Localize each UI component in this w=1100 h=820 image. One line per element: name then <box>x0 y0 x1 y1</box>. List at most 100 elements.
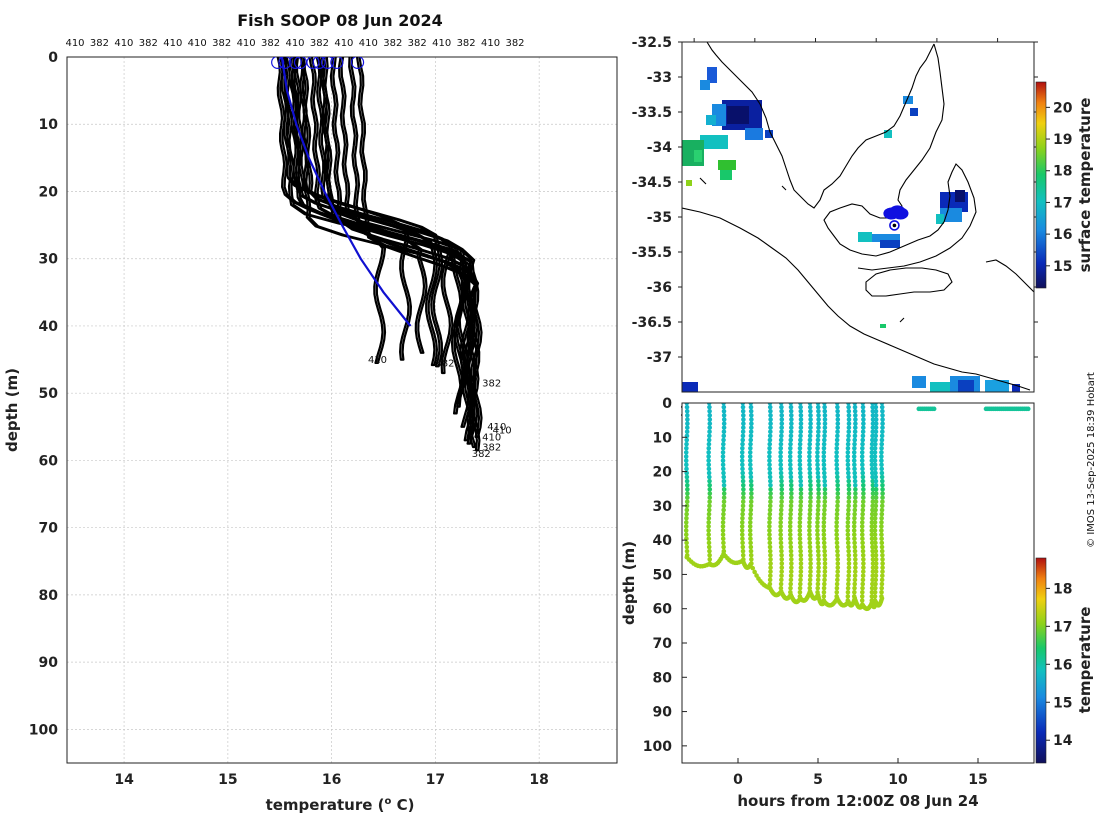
section-dot <box>798 581 803 587</box>
section-dot <box>879 462 884 468</box>
section-dot <box>859 520 865 525</box>
section-dot <box>767 441 773 447</box>
section-dot <box>740 403 746 406</box>
section-dot <box>748 408 754 414</box>
section-dot <box>870 561 876 566</box>
section-dot <box>789 557 794 562</box>
section-dot <box>778 536 784 542</box>
section-dot <box>779 573 784 579</box>
map-ytick-label: -34.5 <box>632 175 672 191</box>
section-dot <box>815 470 821 476</box>
section-dot <box>860 404 866 410</box>
section-dot <box>870 474 875 480</box>
section-dot <box>740 478 746 484</box>
section-dot <box>879 450 884 455</box>
section-dot <box>835 413 841 418</box>
temp-colorbar-ticks: 14 15 16 17 18 <box>1046 581 1073 749</box>
section-dot <box>797 524 803 529</box>
section-dot <box>721 511 726 517</box>
section-dot <box>684 544 690 550</box>
section-dot <box>822 474 827 480</box>
section-ticks: 0 5 10 15 0 10 20 30 40 50 60 70 80 90 100 <box>643 396 988 788</box>
section-dot <box>720 450 726 455</box>
section-dot <box>788 503 794 509</box>
section-dot <box>846 421 852 426</box>
section-dot <box>846 487 852 492</box>
section-dot <box>870 425 876 430</box>
section-dot <box>870 544 875 550</box>
section-dot <box>846 565 852 570</box>
section-dot <box>748 536 753 542</box>
section-dot <box>740 474 746 480</box>
section-dot <box>778 454 783 459</box>
profile-bottom-label: 410 <box>368 355 387 366</box>
section-dot <box>860 507 866 513</box>
section-dot <box>767 511 773 517</box>
section-dot <box>685 491 690 496</box>
section-dot <box>748 561 754 567</box>
section-dot <box>872 515 878 521</box>
section-dot <box>779 487 785 492</box>
section-dot <box>797 441 803 447</box>
section-dot <box>879 404 885 410</box>
section-dot <box>685 487 690 492</box>
section-dot <box>852 581 858 587</box>
section-dot <box>684 425 690 430</box>
section-dot <box>879 441 885 447</box>
section-dot <box>861 421 866 426</box>
section-dot <box>870 404 875 410</box>
section-dot <box>870 478 876 484</box>
section-dot <box>815 536 820 542</box>
section-dot <box>861 561 866 566</box>
section-dot <box>740 482 746 488</box>
section-dot <box>798 552 804 558</box>
section-dot <box>853 495 858 500</box>
section-dot <box>707 552 712 558</box>
section-dot <box>860 429 866 435</box>
section-dot <box>768 487 773 492</box>
profile-top-label: 410 <box>114 38 133 49</box>
profile-bottom-label: 382 <box>435 358 454 369</box>
section-dot <box>880 561 885 566</box>
section-dot <box>873 433 879 439</box>
sst-colorbar-tick-label: 16 <box>1053 227 1072 243</box>
section-dot <box>846 433 851 439</box>
section-dot <box>707 548 712 554</box>
profile-line <box>290 57 438 367</box>
section-dot <box>859 528 865 533</box>
section-dot <box>749 557 754 562</box>
section-dot <box>721 540 726 546</box>
section-dot <box>835 474 840 480</box>
sst-colorbar-tick-label: 15 <box>1053 259 1072 275</box>
section-dot <box>808 408 813 414</box>
section-dot <box>779 569 784 574</box>
section-dot <box>860 462 865 468</box>
section-dot <box>846 437 851 443</box>
section-dot <box>821 454 827 459</box>
section-dot <box>768 429 773 435</box>
section-xtick-label: 5 <box>813 772 823 788</box>
section-dot <box>845 466 851 472</box>
section-dot <box>846 573 852 579</box>
section-dot <box>879 540 885 546</box>
section-dot <box>740 536 745 542</box>
coastlines <box>682 42 1034 391</box>
section-dot <box>707 495 713 500</box>
section-dot <box>815 511 821 517</box>
section-dot <box>852 482 858 488</box>
section-dot <box>845 536 851 542</box>
section-dot <box>684 503 690 509</box>
sst-colorbar-tick-label: 20 <box>1053 100 1073 116</box>
sst-colorbar-tick-label: 17 <box>1053 195 1072 211</box>
section-dot <box>797 454 803 459</box>
section-ytick-label: 30 <box>653 499 673 515</box>
section-dot <box>853 565 858 570</box>
section-dot <box>788 466 793 472</box>
section-dot <box>807 458 812 463</box>
section-dot <box>816 573 821 579</box>
section-ytick-label: 100 <box>643 739 672 755</box>
section-dot <box>683 520 689 525</box>
profile-ytick-label: 40 <box>39 319 59 335</box>
section-dot <box>816 561 821 566</box>
section-dot <box>860 577 866 583</box>
